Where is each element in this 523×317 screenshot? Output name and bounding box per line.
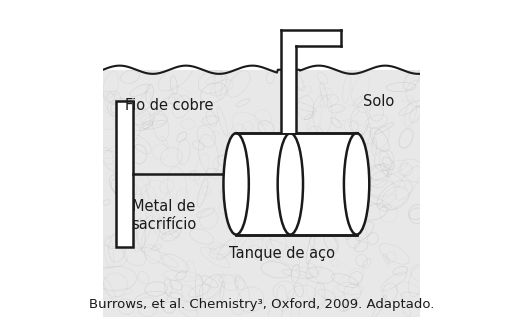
Polygon shape [103,70,420,317]
Text: Metal de
sacrifício: Metal de sacrifício [131,199,197,232]
Polygon shape [280,0,297,70]
Polygon shape [236,133,357,235]
Polygon shape [280,30,341,46]
Polygon shape [103,0,420,70]
Text: Tanque de aço: Tanque de aço [229,246,335,261]
Text: Fio de cobre: Fio de cobre [126,98,214,113]
Text: Solo: Solo [363,94,394,109]
Ellipse shape [223,133,249,235]
Text: Burrows, ​et al​. Chemistry³, Oxford, 2009. Adaptado.: Burrows, ​et al​. Chemistry³, Oxford, 20… [89,298,434,312]
Ellipse shape [278,133,303,235]
Polygon shape [280,38,297,133]
Ellipse shape [344,133,369,235]
Bar [116,101,133,247]
